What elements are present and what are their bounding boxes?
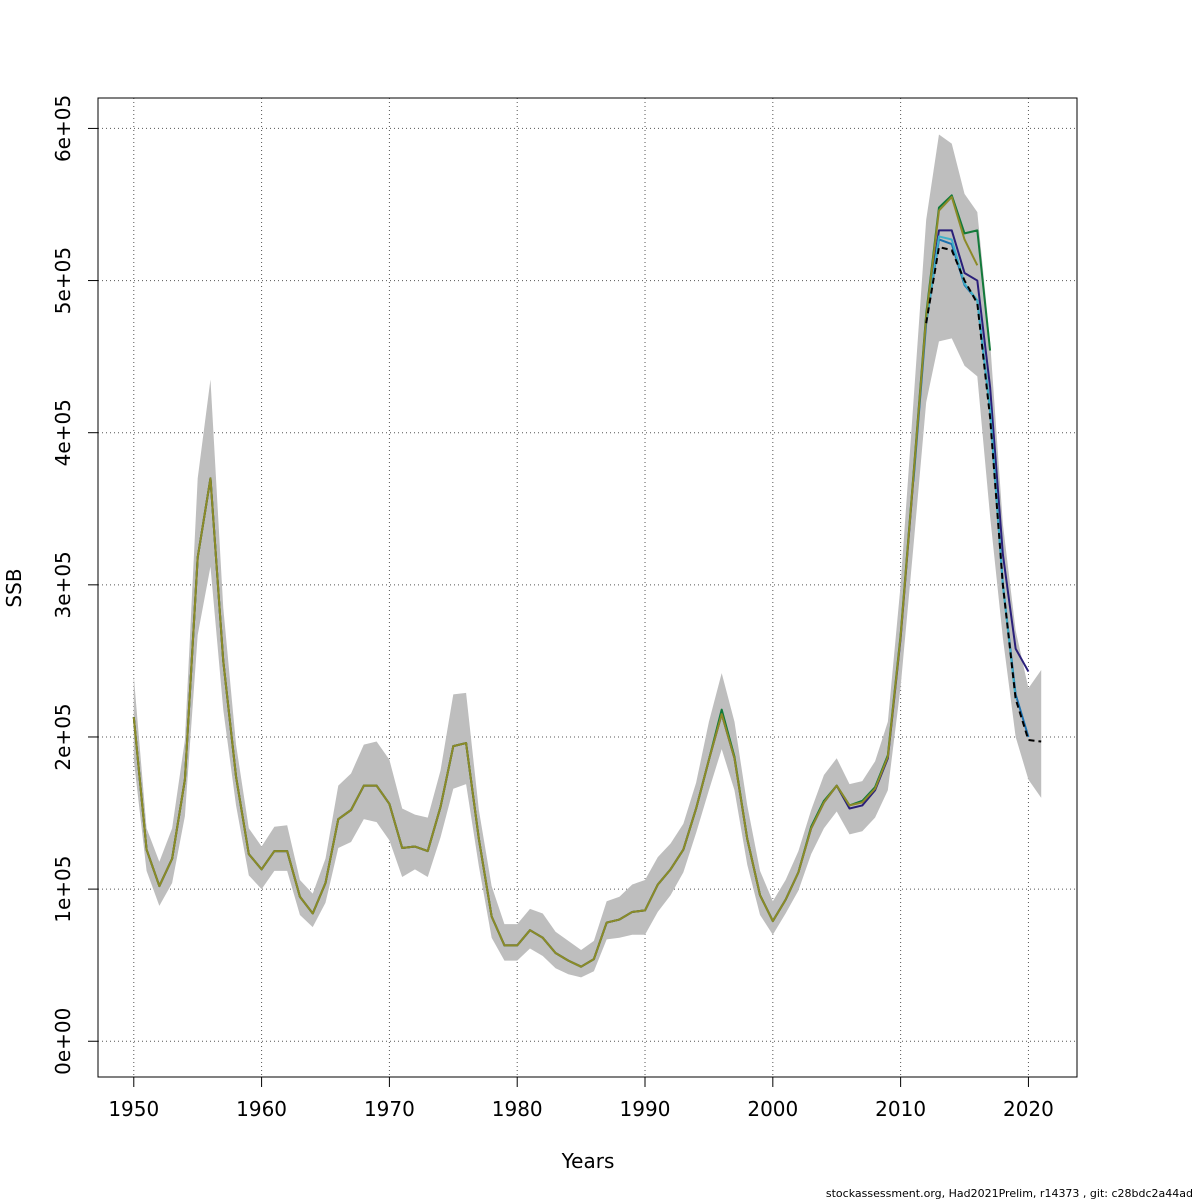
y-tick-label: 6e+05 (51, 95, 75, 162)
x-axis: 1950 1960 1970 1980 1990 2000 2010 2020 (108, 1076, 1054, 1121)
x-tick-label: 2010 (875, 1097, 926, 1121)
y-tick-label: 2e+05 (51, 703, 75, 770)
y-tick-label: 1e+05 (51, 855, 75, 922)
x-tick-label: 1990 (620, 1097, 671, 1121)
y-tick-label: 3e+05 (51, 551, 75, 618)
series-line-5 (132, 195, 979, 968)
x-tick-label: 2020 (1003, 1097, 1054, 1121)
confidence-band-layer (133, 134, 1042, 978)
x-tick-label: 1960 (236, 1097, 287, 1121)
x-tick-label: 1980 (492, 1097, 543, 1121)
series-layer (132, 194, 1042, 968)
y-tick-label: 0e+00 (51, 1008, 75, 1075)
x-axis-title: Years (561, 1149, 615, 1173)
y-tick-label: 5e+05 (51, 247, 75, 314)
x-tick-label: 1970 (364, 1097, 415, 1121)
y-axis-title: SSB (2, 568, 26, 607)
x-tick-label: 1950 (108, 1097, 159, 1121)
x-tick-label: 2000 (747, 1097, 798, 1121)
y-axis: 0e+00 1e+05 2e+05 3e+05 4e+05 5e+05 6e+05 (51, 95, 99, 1075)
confidence-band (133, 134, 1042, 978)
y-tick-label: 4e+05 (51, 399, 75, 466)
footer-credit: stockassessment.org, Had2021Prelim, r143… (826, 1187, 1193, 1200)
series-line-6 (925, 246, 1042, 743)
